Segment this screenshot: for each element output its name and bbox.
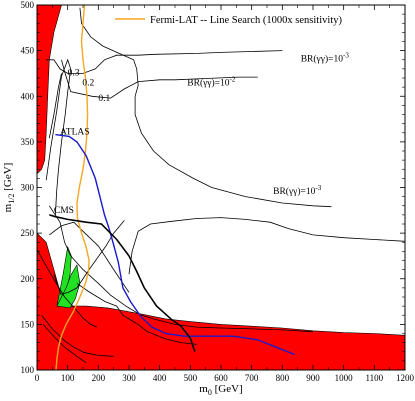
y-tick-label: 250 [21,228,35,238]
contour-line-5 [45,58,72,215]
y-tick-label: 450 [21,46,35,56]
y-tick-label: 200 [21,274,35,284]
contour-line-4 [48,205,314,333]
annotation-label: 0.2 [82,78,94,88]
contour-line-1 [61,59,258,99]
annotation-label: BR(γγ)=10-2 [187,75,236,88]
x-tick-label: 800 [276,373,290,383]
contour-line-0 [46,50,283,74]
legend: Fermi-LAT -- Line Search (1000x sensitiv… [115,15,342,26]
annotation-label: ATLAS [60,128,90,138]
x-tick-label: 0 [35,373,40,383]
contour-line-10 [41,315,114,357]
y-axis-title: m1/2 [GeV] [2,163,16,213]
y-tick-label: 400 [21,91,35,101]
excluded-region-1 [37,232,405,370]
y-tick-label: 350 [21,137,35,147]
contour-line-11 [42,324,87,364]
axis-ticks: 0 100 200 300 400 500 600 700 800 900 1000 1100 1200… [21,0,415,383]
x-tick-label: 900 [306,373,320,383]
allowed-region-layer [56,245,81,309]
x-tick-label: 400 [153,373,167,383]
annotation-layer: 0.30.2 0.1 ATLAS CMS BR(γγ)=10-3 BR(γγ)=10-2 B… [54,52,349,216]
x-tick-label: 1200 [396,373,415,383]
x-tick-label: 1000 [335,373,354,383]
contour-line-9 [37,249,97,328]
annotation-label: BR(γγ)=10-3 [273,184,322,197]
excluded-region-layer [37,5,405,370]
annotation-label: CMS [54,206,74,216]
x-tick-label: 700 [245,373,259,383]
legend-label: Fermi-LAT -- Line Search (1000x sensitiv… [150,15,342,26]
x-tick-label: 600 [214,373,228,383]
x-tick-label: 200 [92,373,106,383]
contour-line-8 [76,282,197,345]
annotation-label: 0.1 [98,94,110,104]
allowed-region-1 [56,264,81,309]
series-line-atlas [55,133,295,356]
contour-line-2 [79,7,332,208]
x-axis-title: m0 [GeV] [199,383,242,397]
series-line-cms [49,214,196,353]
x-tick-label: 300 [122,373,136,383]
contour-line-3 [128,217,405,275]
x-tick-label: 500 [184,373,198,383]
y-tick-label: 150 [21,319,35,329]
x-tick-label: 100 [61,373,75,383]
annotation-label: 0.3 [68,68,80,78]
contour-line-12 [49,221,130,293]
series-line-fermi-lat [55,5,90,370]
excluded-region-0 [37,5,62,175]
contour-line-6 [48,73,62,139]
x-tick-label: 1100 [365,373,383,383]
y-tick-label: 100 [21,365,35,375]
y-tick-label: 300 [21,183,35,193]
series-layer [49,5,295,370]
annotation-label: BR(γγ)=10-3 [301,52,350,65]
y-tick-label: 500 [21,0,35,10]
